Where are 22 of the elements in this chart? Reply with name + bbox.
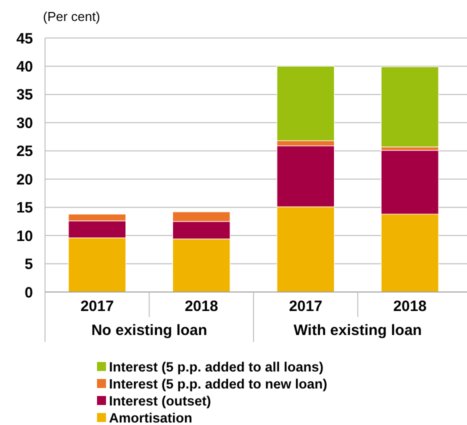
x-tick-label: 2017 (80, 298, 114, 315)
y-tick-label: 40 (16, 58, 33, 76)
y-tick-label: 5 (24, 256, 33, 274)
legend-label: Interest (outset) (109, 394, 212, 409)
bar (380, 66, 439, 148)
y-tick-label: 0 (24, 284, 33, 302)
legend-label: Amortisation (109, 410, 192, 425)
y-tick-label: 15 (16, 200, 33, 217)
legend-label: Interest (5 p.p. added to all loans) (109, 360, 324, 375)
y-tick-label: 45 (16, 30, 33, 48)
x-tick-label: 2017 (288, 298, 322, 315)
text: With existing loan (294, 322, 422, 339)
y-tick-label: 35 (16, 86, 33, 104)
text: No existing loan (91, 322, 208, 339)
x-tick-label: 2018 (393, 298, 427, 315)
y-tick-label: 25 (16, 143, 33, 160)
y-tick-label: 20 (16, 171, 33, 188)
y-axis-title: (Per cent) (43, 9, 100, 24)
legend-label: Interest (5 p.p. added to new loan) (109, 376, 328, 392)
y-tick-label: 10 (16, 228, 33, 245)
y-tick-label: 30 (16, 114, 33, 132)
x-tick-label: 2018 (184, 298, 218, 315)
